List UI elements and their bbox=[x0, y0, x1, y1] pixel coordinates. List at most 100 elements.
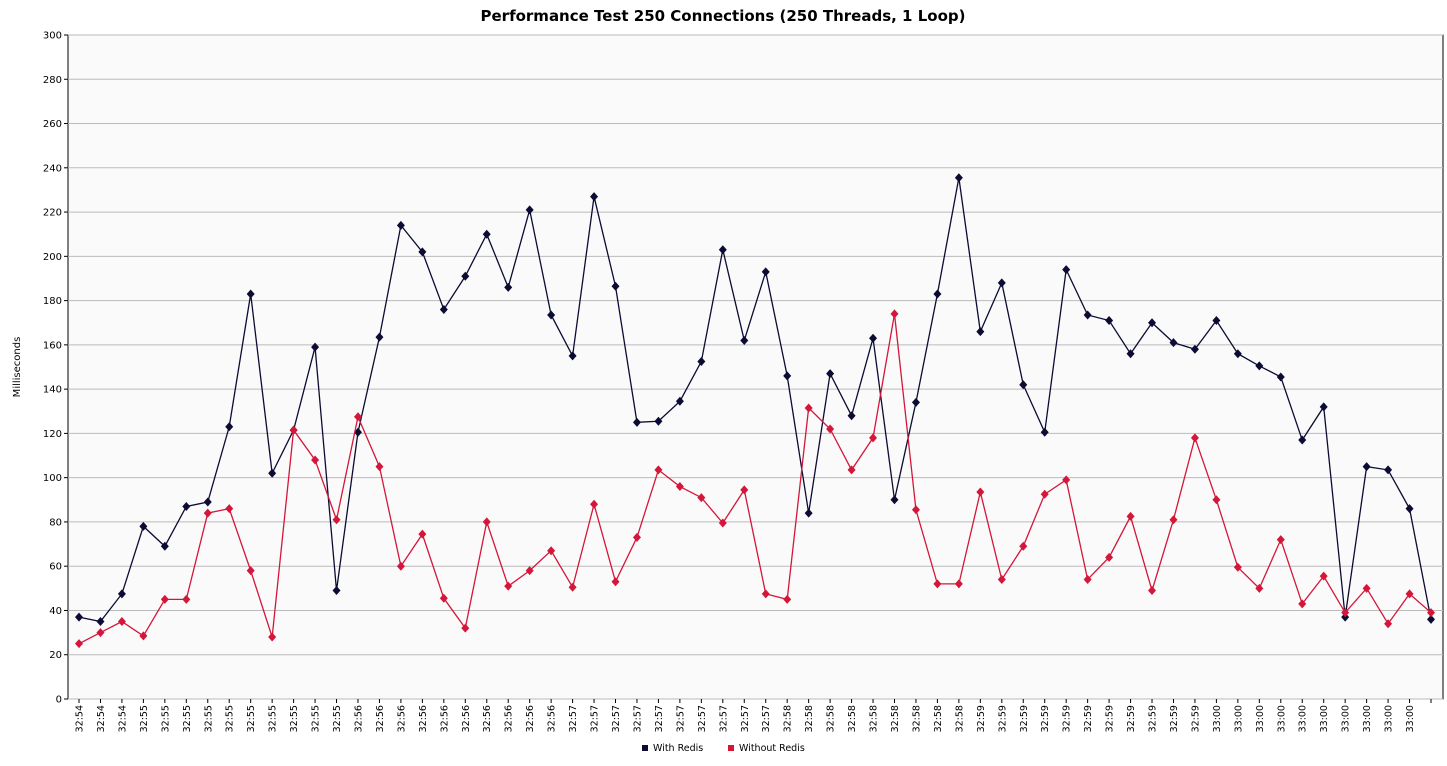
x-tick-label: 32:57 bbox=[697, 705, 708, 732]
point bbox=[890, 309, 899, 319]
y-tick-label: 240 bbox=[43, 163, 62, 174]
point bbox=[869, 433, 878, 443]
point bbox=[1126, 511, 1135, 521]
point bbox=[718, 245, 727, 255]
x-tick-label: 32:55 bbox=[160, 705, 171, 732]
x-tick-label: 33:00 bbox=[1276, 705, 1287, 732]
y-tick-label: 20 bbox=[49, 650, 62, 661]
x-tick-label: 32:55 bbox=[225, 705, 236, 732]
point bbox=[804, 508, 813, 518]
x-tick-label: 32:54 bbox=[96, 705, 107, 732]
point bbox=[1362, 583, 1371, 593]
point bbox=[718, 518, 727, 528]
point bbox=[804, 403, 813, 413]
point bbox=[611, 577, 620, 587]
x-tick-label: 32:59 bbox=[1083, 705, 1094, 732]
point bbox=[568, 351, 577, 361]
point bbox=[632, 417, 641, 427]
point bbox=[954, 579, 963, 589]
x-tick-label: 32:59 bbox=[976, 705, 987, 732]
point bbox=[1019, 380, 1028, 390]
y-tick-label: 160 bbox=[43, 340, 62, 351]
legend-swatch bbox=[728, 745, 734, 751]
x-tick-label: 32:58 bbox=[869, 705, 880, 732]
point bbox=[933, 289, 942, 299]
y-tick-label: 180 bbox=[43, 296, 62, 307]
point bbox=[783, 594, 792, 604]
x-tick-label: 33:00 bbox=[1298, 705, 1309, 732]
point bbox=[1276, 372, 1285, 382]
point bbox=[1384, 619, 1393, 629]
x-tick-label: 32:55 bbox=[311, 705, 322, 732]
point bbox=[1233, 562, 1242, 572]
x-tick-label: 32:59 bbox=[1148, 705, 1159, 732]
point bbox=[783, 371, 792, 381]
point bbox=[482, 517, 491, 527]
legend-label: Without Redis bbox=[739, 743, 805, 754]
series-line bbox=[78, 177, 1432, 623]
point bbox=[160, 541, 169, 551]
x-tick-label: 32:55 bbox=[332, 705, 343, 732]
point bbox=[1190, 344, 1199, 354]
point bbox=[1083, 310, 1092, 320]
x-tick-label: 33:00 bbox=[1341, 705, 1352, 732]
point bbox=[117, 617, 126, 627]
point bbox=[289, 425, 298, 435]
point bbox=[547, 546, 556, 556]
point bbox=[1384, 465, 1393, 475]
point bbox=[311, 455, 320, 465]
point bbox=[418, 529, 427, 539]
point bbox=[997, 278, 1006, 288]
y-tick-label: 0 bbox=[56, 695, 62, 706]
point bbox=[1298, 435, 1307, 445]
point bbox=[225, 422, 234, 432]
x-tick-label: 32:59 bbox=[997, 705, 1008, 732]
point bbox=[911, 397, 920, 407]
point bbox=[547, 310, 556, 320]
x-tick-label: 32:56 bbox=[396, 705, 407, 732]
chart-title: Performance Test 250 Connections (250 Th… bbox=[481, 7, 966, 25]
point bbox=[675, 396, 684, 406]
point bbox=[1233, 349, 1242, 359]
point bbox=[1341, 608, 1350, 618]
x-tick-label: 32:59 bbox=[1126, 705, 1137, 732]
y-tick-label: 120 bbox=[43, 429, 62, 440]
x-tick-label: 32:57 bbox=[761, 705, 772, 732]
point bbox=[353, 427, 362, 437]
point bbox=[911, 505, 920, 515]
x-tick-label: 32:55 bbox=[246, 705, 257, 732]
point bbox=[1105, 316, 1114, 326]
point bbox=[1148, 586, 1157, 596]
x-tick-label: 32:59 bbox=[1105, 705, 1116, 732]
point bbox=[1062, 475, 1071, 485]
x-tick-label: 32:55 bbox=[203, 705, 214, 732]
point bbox=[697, 493, 706, 503]
x-tick-label: 32:56 bbox=[353, 705, 364, 732]
x-tick-label: 32:57 bbox=[611, 705, 622, 732]
y-tick-label: 260 bbox=[43, 119, 62, 130]
point bbox=[976, 327, 985, 337]
legend-label: With Redis bbox=[653, 743, 703, 754]
point bbox=[568, 582, 577, 592]
x-tick-label: 32:57 bbox=[675, 705, 686, 732]
point bbox=[182, 594, 191, 604]
point bbox=[1298, 599, 1307, 609]
x-tick-label: 32:56 bbox=[418, 705, 429, 732]
x-tick-label: 32:58 bbox=[954, 705, 965, 732]
point bbox=[396, 561, 405, 571]
point bbox=[1255, 583, 1264, 593]
point bbox=[1255, 361, 1264, 371]
point bbox=[353, 412, 362, 422]
point bbox=[632, 532, 641, 542]
point bbox=[439, 304, 448, 314]
y-tick-label: 60 bbox=[49, 562, 62, 573]
point bbox=[675, 482, 684, 492]
point bbox=[75, 612, 83, 622]
point bbox=[1040, 427, 1049, 437]
point bbox=[203, 508, 212, 518]
point bbox=[461, 623, 470, 633]
x-tick-label: 32:59 bbox=[1190, 705, 1201, 732]
x-tick-label: 33:00 bbox=[1362, 705, 1373, 732]
y-tick-label: 300 bbox=[43, 31, 62, 42]
point bbox=[504, 581, 513, 591]
